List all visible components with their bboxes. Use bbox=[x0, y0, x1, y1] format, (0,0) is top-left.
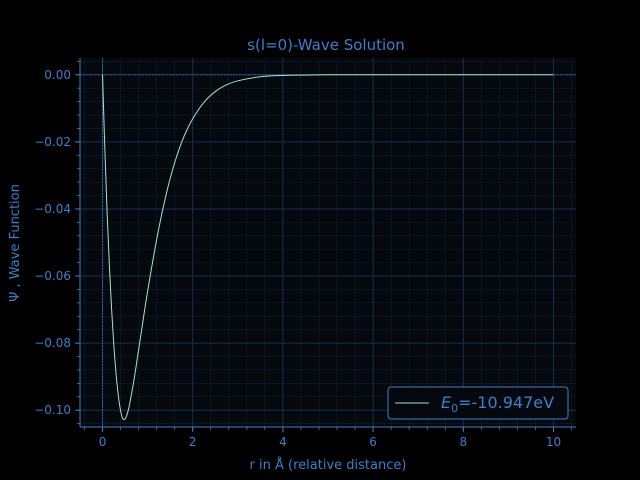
y-tick-label: −0.04 bbox=[34, 202, 71, 216]
reference-lines bbox=[80, 58, 576, 427]
x-tick-label: 0 bbox=[99, 435, 107, 449]
chart-title: s(l=0)-Wave Solution bbox=[247, 36, 405, 54]
y-tick-label: −0.06 bbox=[34, 269, 71, 283]
legend-value: =-10.947eV bbox=[458, 393, 554, 412]
x-axis-ticks: 0 2 4 6 8 10 bbox=[84, 427, 572, 449]
series-layer bbox=[102, 74, 554, 421]
y-tick-label: −0.10 bbox=[34, 403, 71, 417]
x-tick-label: 4 bbox=[279, 435, 287, 449]
axes bbox=[79, 58, 576, 428]
series-line bbox=[102, 74, 554, 421]
legend-box bbox=[387, 386, 569, 420]
plot-area bbox=[80, 58, 576, 427]
x-tick-label: 6 bbox=[369, 435, 377, 449]
x-tick-label: 2 bbox=[189, 435, 197, 449]
x-tick-label: 8 bbox=[459, 435, 467, 449]
y-tick-label: −0.02 bbox=[34, 135, 71, 149]
y-axis-ticks: 0.00 −0.02 −0.04 −0.06 −0.08 −0.10 bbox=[34, 60, 80, 425]
x-axis-label: r in Å (relative distance) bbox=[250, 457, 407, 473]
legend-entry: E0=-10.947eV bbox=[441, 393, 554, 415]
y-axis-label: Ψ , Wave Function bbox=[8, 184, 23, 302]
y-tick-label: −0.08 bbox=[34, 336, 71, 350]
legend-symbol: E bbox=[441, 393, 452, 412]
y-tick-label: 0.00 bbox=[44, 68, 71, 82]
x-tick-label: 10 bbox=[546, 435, 561, 449]
legend: E0=-10.947eV bbox=[387, 386, 569, 420]
legend-subscript: 0 bbox=[451, 402, 458, 415]
